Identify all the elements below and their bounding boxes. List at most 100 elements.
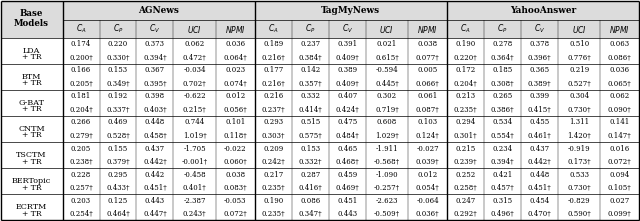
Text: 0.730†: 0.730†: [567, 105, 591, 113]
Text: $UCI$: $UCI$: [380, 23, 394, 34]
Text: 0.470†: 0.470†: [527, 210, 551, 218]
Text: + TR: + TR: [22, 105, 42, 113]
Text: 0.205: 0.205: [71, 145, 91, 152]
Text: 0.730†: 0.730†: [567, 184, 591, 192]
Text: 0.394†: 0.394†: [491, 158, 515, 166]
Text: 0.181: 0.181: [71, 92, 91, 100]
Text: 0.215†: 0.215†: [183, 105, 207, 113]
Text: G-BAT: G-BAT: [19, 99, 45, 107]
Bar: [1, 1, 639, 38]
Text: 0.295: 0.295: [108, 171, 128, 179]
Text: -0.257†: -0.257†: [374, 184, 400, 192]
Text: 0.125: 0.125: [108, 197, 128, 205]
Text: 0.101: 0.101: [225, 118, 245, 126]
Text: 0.118†: 0.118†: [223, 131, 247, 139]
Text: AGNews: AGNews: [138, 6, 179, 15]
Text: 0.442†: 0.442†: [527, 158, 551, 166]
Text: 0.396†: 0.396†: [527, 53, 551, 61]
Text: $NPMI$: $NPMI$: [609, 23, 630, 34]
Text: 0.330†: 0.330†: [106, 53, 130, 61]
Text: 0.247: 0.247: [456, 197, 476, 205]
Text: 0.464†: 0.464†: [106, 210, 130, 218]
Text: 0.293: 0.293: [263, 118, 284, 126]
Text: 0.234: 0.234: [492, 145, 513, 152]
Text: 0.209: 0.209: [263, 145, 284, 152]
Text: 0.409†: 0.409†: [335, 53, 359, 61]
Text: -0.001†: -0.001†: [182, 158, 208, 166]
Text: 0.437: 0.437: [145, 145, 165, 152]
Text: 0.190: 0.190: [263, 197, 284, 205]
Text: + TR: + TR: [22, 53, 42, 61]
Text: 0.200†: 0.200†: [69, 53, 93, 61]
Text: 0.458†: 0.458†: [143, 131, 167, 139]
Text: 0.235†: 0.235†: [262, 210, 285, 218]
Text: 0.472†: 0.472†: [183, 53, 207, 61]
Text: 0.465: 0.465: [337, 145, 357, 152]
Text: 0.533: 0.533: [569, 171, 589, 179]
Text: 0.005: 0.005: [417, 66, 438, 74]
Text: 0.065†: 0.065†: [608, 79, 632, 87]
Text: 0.238†: 0.238†: [69, 158, 93, 166]
Text: 0.099†: 0.099†: [608, 210, 632, 218]
Text: 0.294: 0.294: [456, 118, 476, 126]
Text: 0.012: 0.012: [417, 171, 438, 179]
Text: 0.153: 0.153: [108, 66, 128, 74]
Text: 0.021: 0.021: [377, 40, 397, 48]
Text: 0.038: 0.038: [225, 171, 245, 179]
Text: 0.575†: 0.575†: [298, 131, 322, 139]
Text: 0.094: 0.094: [610, 171, 630, 179]
Text: 0.054†: 0.054†: [416, 184, 440, 192]
Text: 0.204†: 0.204†: [69, 105, 93, 113]
Text: $C_V$: $C_V$: [342, 23, 353, 35]
Text: 0.216†: 0.216†: [261, 79, 285, 87]
Text: 0.072†: 0.072†: [608, 158, 632, 166]
Text: 0.528†: 0.528†: [106, 131, 130, 139]
Text: 0.332: 0.332: [300, 92, 320, 100]
Text: 0.219: 0.219: [569, 66, 589, 74]
Text: 0.166: 0.166: [71, 66, 91, 74]
Text: 0.409†: 0.409†: [335, 79, 359, 87]
Text: 0.302: 0.302: [377, 92, 397, 100]
Text: 0.702†: 0.702†: [183, 79, 207, 87]
Text: 0.062: 0.062: [610, 92, 630, 100]
Text: 0.365: 0.365: [529, 66, 550, 74]
Text: 0.469: 0.469: [108, 118, 128, 126]
Text: 0.590†: 0.590†: [567, 210, 591, 218]
Text: -0.027: -0.027: [416, 145, 439, 152]
Text: 0.155: 0.155: [108, 145, 128, 152]
Text: 0.215: 0.215: [456, 145, 476, 152]
Text: 0.036: 0.036: [225, 40, 245, 48]
Text: + TR: + TR: [22, 158, 42, 166]
Text: -1.705: -1.705: [183, 145, 206, 152]
Text: 0.056†: 0.056†: [223, 105, 247, 113]
Text: 0.373: 0.373: [145, 40, 165, 48]
Text: 0.527†: 0.527†: [567, 79, 591, 87]
Text: 0.484†: 0.484†: [335, 131, 359, 139]
Text: 0.287: 0.287: [300, 171, 321, 179]
Text: $UCI$: $UCI$: [187, 23, 202, 34]
Text: 0.776†: 0.776†: [567, 53, 591, 61]
Text: 0.416†: 0.416†: [298, 184, 322, 192]
Text: 0.407: 0.407: [337, 92, 357, 100]
Text: 0.103: 0.103: [417, 118, 438, 126]
Text: + TR: + TR: [22, 210, 42, 218]
Text: 0.468†: 0.468†: [335, 158, 359, 166]
Text: -2.623: -2.623: [376, 197, 398, 205]
Text: 0.454: 0.454: [529, 197, 550, 205]
Text: BERTopic: BERTopic: [12, 177, 51, 185]
Text: 0.443: 0.443: [145, 197, 165, 205]
Text: + TR: + TR: [22, 79, 42, 87]
Text: 0.401†: 0.401†: [183, 184, 207, 192]
Text: 0.086: 0.086: [300, 197, 321, 205]
Text: 0.292†: 0.292†: [454, 210, 477, 218]
Text: 0.265: 0.265: [492, 92, 513, 100]
Text: 0.087†: 0.087†: [416, 105, 440, 113]
Text: 0.258†: 0.258†: [454, 184, 477, 192]
Text: 0.451†: 0.451†: [527, 184, 551, 192]
Text: 1.420†: 1.420†: [567, 131, 591, 139]
Text: 0.217: 0.217: [263, 171, 284, 179]
Text: 0.228: 0.228: [71, 171, 91, 179]
Text: 0.220†: 0.220†: [454, 53, 477, 61]
Text: 0.153: 0.153: [300, 145, 320, 152]
Text: -2.387: -2.387: [184, 197, 206, 205]
